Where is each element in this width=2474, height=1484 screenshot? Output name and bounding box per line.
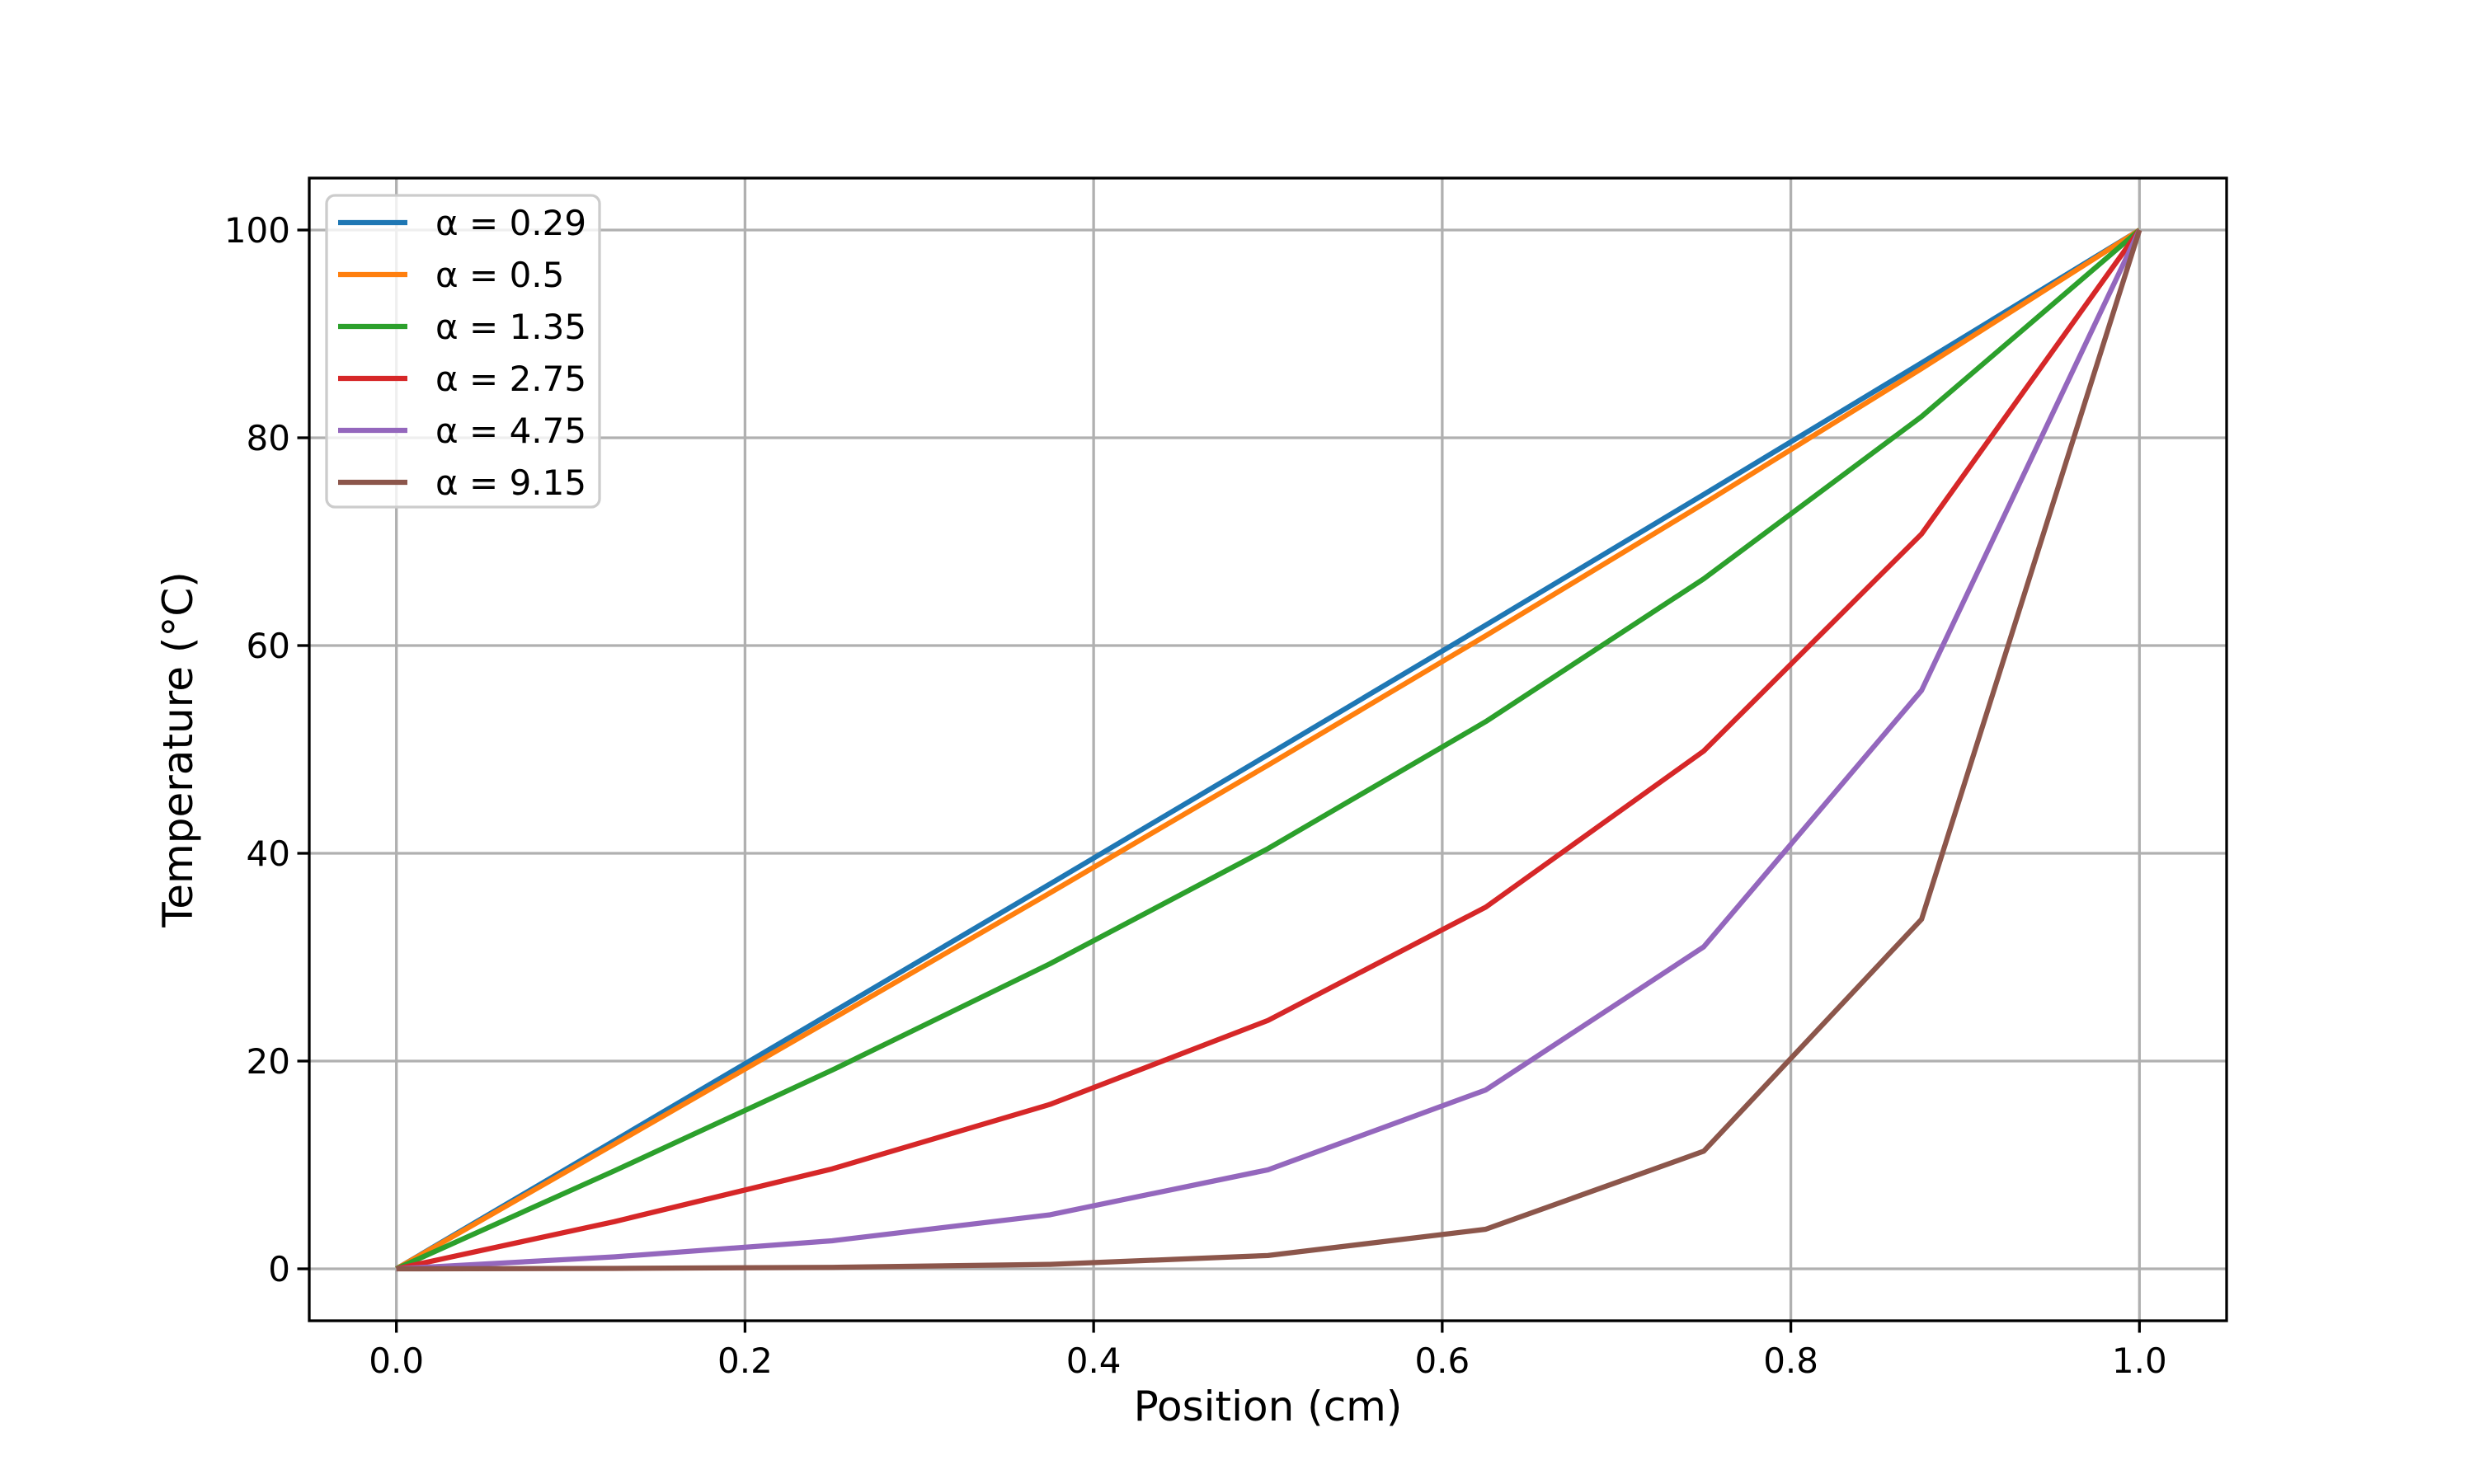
legend-entry: α = 4.75 [338, 411, 586, 451]
tick-marks [297, 228, 2141, 1333]
legend-entry: α = 9.15 [338, 463, 586, 503]
series-line-5 [396, 229, 2142, 1272]
x-tick-labels: 0.0 0.2 0.4 0.6 0.8 1.0 [369, 1341, 2166, 1381]
legend: α = 0.29 α = 0.5 α = 1.35 α = 2.75 α = 4.75 α… [325, 194, 601, 509]
legend-label: α = 0.5 [435, 255, 564, 295]
legend-label: α = 4.75 [435, 411, 586, 451]
legend-label: α = 1.35 [435, 307, 586, 347]
legend-entry: α = 2.75 [338, 359, 586, 399]
x-tick-label: 0.6 [1414, 1341, 1470, 1381]
y-tick-label: 60 [247, 626, 290, 666]
x-tick-label: 0.8 [1763, 1341, 1818, 1381]
y-tick-label: 80 [247, 418, 290, 458]
x-tick-label: 0.0 [369, 1341, 424, 1381]
plot-border [308, 176, 2228, 1322]
x-tick-label: 0.4 [1066, 1341, 1122, 1381]
series-line-2 [395, 228, 2142, 1271]
x-axis-label: Position (cm) [1134, 1383, 1403, 1430]
legend-label: α = 2.75 [435, 359, 586, 399]
y-tick-label: 40 [247, 834, 290, 874]
legend-label: α = 0.29 [435, 203, 586, 243]
gridlines [309, 178, 2227, 1321]
legend-entry: α = 1.35 [338, 307, 586, 347]
series-line-0 [395, 228, 2141, 1271]
y-tick-label: 20 [247, 1041, 290, 1082]
series-line-4 [396, 228, 2142, 1272]
legend-entry: α = 0.29 [338, 203, 586, 243]
y-tick-labels: 0 20 40 60 80 100 [224, 210, 290, 1289]
y-tick-label: 100 [224, 210, 290, 251]
series-line-1 [395, 228, 2141, 1271]
y-axis-label: Temperature (°C) [154, 571, 202, 928]
x-tick-label: 1.0 [2112, 1341, 2167, 1381]
data-series [395, 228, 2142, 1272]
legend-label: α = 9.15 [435, 463, 586, 503]
y-tick-label: 0 [268, 1249, 290, 1289]
legend-entry: α = 0.5 [338, 255, 564, 295]
series-line-3 [396, 228, 2142, 1272]
x-tick-label: 0.2 [717, 1341, 773, 1381]
